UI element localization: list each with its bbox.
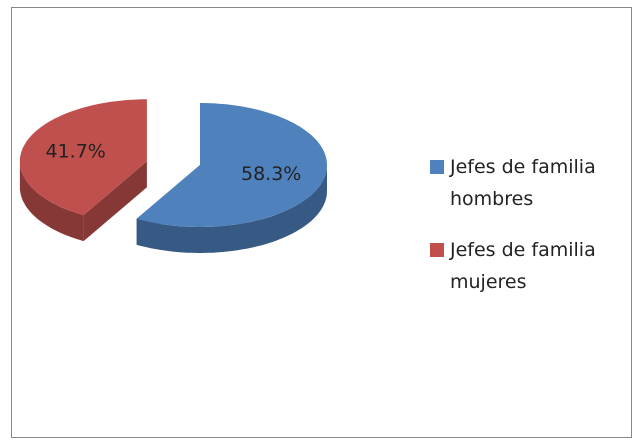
legend-label: Jefes de familia mujeres: [450, 239, 596, 293]
legend-label: Jefes de familia hombres: [450, 156, 596, 210]
slice-side: [83, 161, 147, 242]
slice-wall: [19, 161, 84, 242]
data-label: 41.7%: [46, 141, 106, 163]
legend-swatch: [430, 243, 444, 257]
pie-slice: [19, 99, 147, 216]
legend-swatch: [430, 160, 444, 174]
chart-border: [11, 7, 632, 438]
legend-item: Jefes de familia hombres: [430, 151, 620, 215]
data-label: 58.3%: [241, 163, 301, 185]
pie-slice: [136, 103, 327, 227]
legend-item: Jefes de familia mujeres: [430, 234, 620, 298]
slice-wall: [136, 165, 327, 253]
